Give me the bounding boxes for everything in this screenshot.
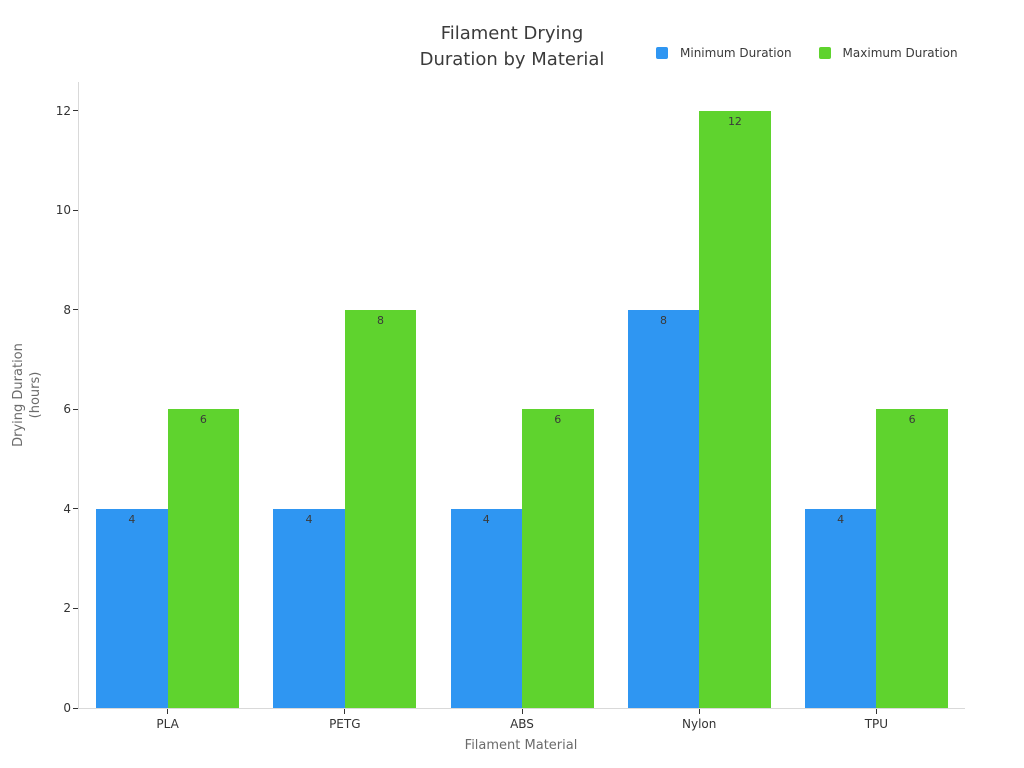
bar-value-label-minimum-duration-abs: 4 xyxy=(482,512,490,526)
bar-value-label-maximum-duration-nylon: 12 xyxy=(727,114,742,128)
bar-minimum-duration-abs: 4 xyxy=(450,508,522,708)
y-axis-title-line-2: (hours) xyxy=(28,371,43,419)
x-tick-label-tpu: TPU xyxy=(864,717,889,731)
bar-value-label-minimum-duration-tpu: 4 xyxy=(837,512,845,526)
legend-swatch-maximum-icon xyxy=(818,47,831,59)
y-tick-mark-4 xyxy=(73,508,78,510)
bar-value-label-maximum-duration-abs: 6 xyxy=(554,413,562,427)
bar-maximum-duration-petg: 8 xyxy=(344,309,417,708)
y-tick-mark-8 xyxy=(73,309,78,311)
x-tick-mark-tpu xyxy=(875,709,877,714)
bar-maximum-duration-abs: 6 xyxy=(522,409,594,708)
legend-item-minimum-duration: Minimum Duration xyxy=(656,46,792,60)
chart-title-line-2: Duration by Material xyxy=(419,49,605,70)
y-tick-label-12: 12 xyxy=(55,103,71,118)
bar-minimum-duration-pla: 4 xyxy=(96,508,168,708)
bar-maximum-duration-pla: 6 xyxy=(167,409,240,708)
bar-value-label-maximum-duration-pla: 6 xyxy=(199,413,207,427)
y-tick-label-4: 4 xyxy=(63,501,71,516)
chart-title-line-1: Filament Drying xyxy=(440,23,584,44)
x-tick-label-petg: PETG xyxy=(329,717,361,731)
x-tick-label-abs: ABS xyxy=(510,717,534,731)
y-tick-mark-0 xyxy=(73,707,78,709)
legend-label-minimum: Minimum Duration xyxy=(680,46,792,60)
y-tick-mark-12 xyxy=(73,110,78,112)
y-tick-mark-2 xyxy=(73,607,78,609)
x-tick-mark-pla xyxy=(167,709,169,714)
bar-minimum-duration-nylon: 8 xyxy=(627,309,700,708)
y-tick-mark-10 xyxy=(73,209,78,211)
x-axis-title: Filament Material xyxy=(464,738,578,753)
legend-item-maximum-duration: Maximum Duration xyxy=(818,46,958,60)
bar-minimum-duration-petg: 4 xyxy=(273,508,345,708)
y-tick-label-2: 2 xyxy=(63,601,71,616)
y-tick-label-8: 8 xyxy=(63,302,71,317)
bar-value-label-minimum-duration-petg: 4 xyxy=(305,512,313,526)
legend-swatch-minimum-icon xyxy=(656,47,668,59)
bar-value-label-maximum-duration-tpu: 6 xyxy=(908,413,916,427)
x-tick-label-nylon: Nylon xyxy=(682,717,717,731)
x-tick-mark-petg xyxy=(344,709,346,714)
bar-minimum-duration-tpu: 4 xyxy=(804,508,877,708)
y-tick-label-10: 10 xyxy=(55,203,71,218)
y-tick-mark-6 xyxy=(73,408,78,410)
plot-area: 0 2 4 6 8 10 12 4 6 PLA 4 8 PETG 4 6 ABS 8 12 Nylon 4 6 TPU xyxy=(56,82,965,731)
y-tick-label-0: 0 xyxy=(63,701,71,715)
bar-value-label-minimum-duration-nylon: 8 xyxy=(659,313,667,327)
y-tick-label-6: 6 xyxy=(63,402,71,417)
chart-title: Filament Drying Duration by Material xyxy=(0,21,1024,73)
y-axis-title: Drying Duration (hours) xyxy=(10,343,44,447)
bar-maximum-duration-nylon: 12 xyxy=(699,110,771,708)
x-tick-mark-nylon xyxy=(698,709,700,714)
x-tick-mark-abs xyxy=(521,709,523,714)
y-axis-title-line-1: Drying Duration xyxy=(11,343,26,447)
legend-label-maximum: Maximum Duration xyxy=(842,46,958,60)
bar-maximum-duration-tpu: 6 xyxy=(876,409,948,708)
x-tick-label-pla: PLA xyxy=(156,717,179,731)
bar-value-label-maximum-duration-petg: 8 xyxy=(377,313,385,327)
bar-value-label-minimum-duration-pla: 4 xyxy=(128,512,136,526)
legend: Minimum Duration Maximum Duration xyxy=(656,46,958,60)
